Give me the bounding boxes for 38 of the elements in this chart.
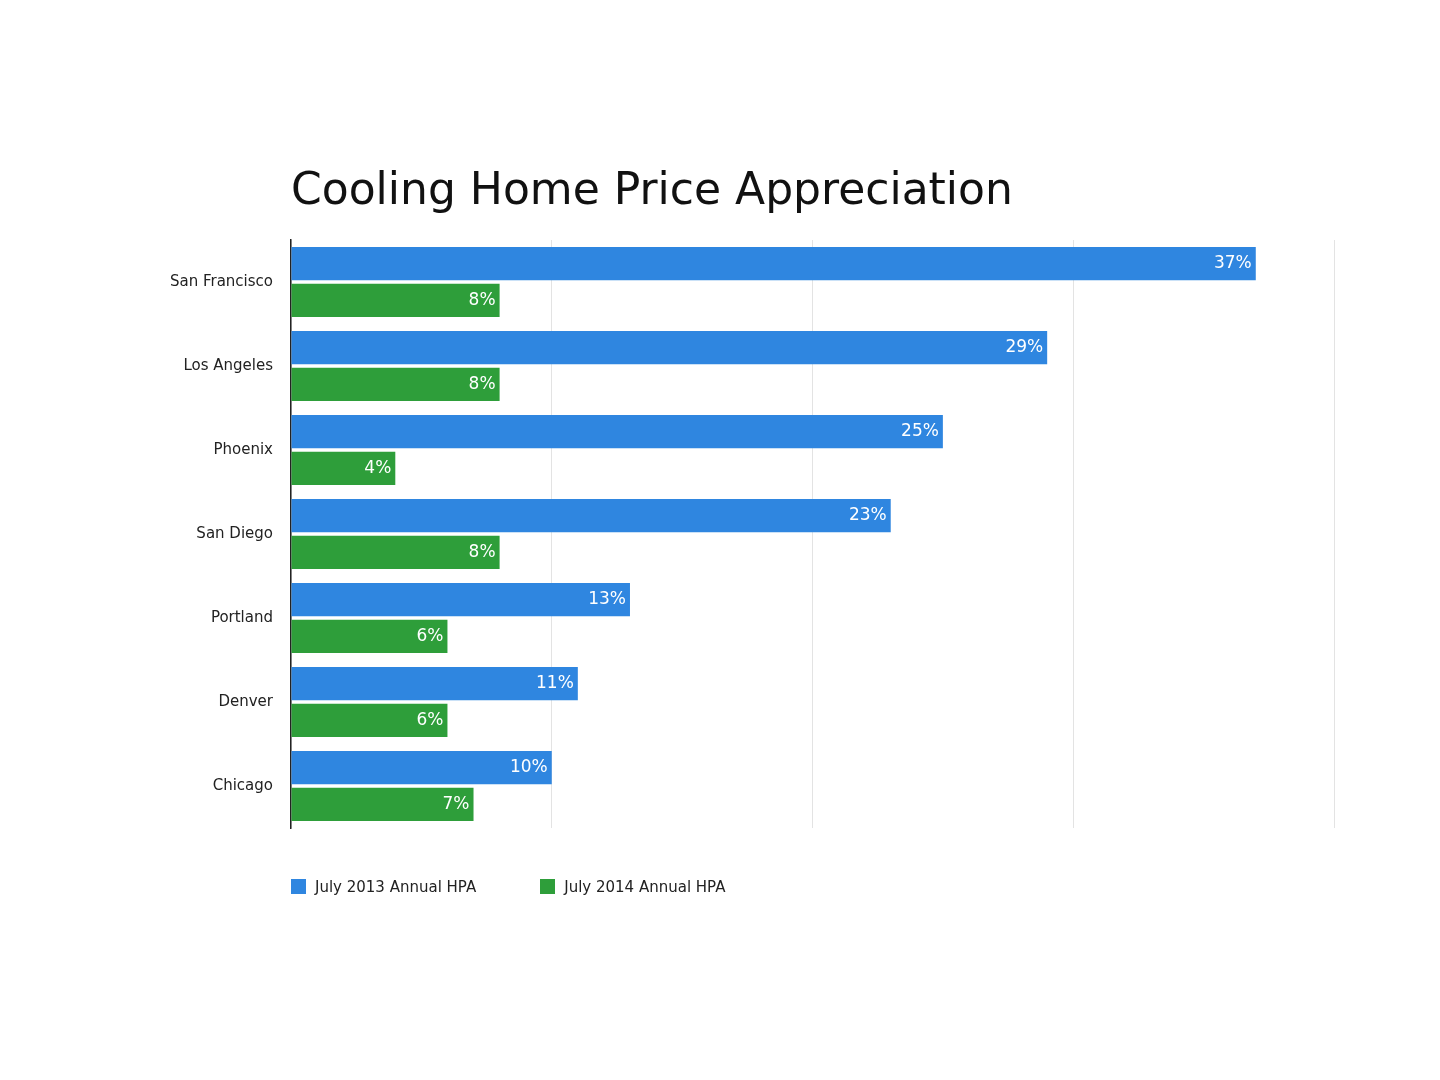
y-tick-label: San Diego <box>196 523 273 542</box>
bar <box>291 498 891 533</box>
bar <box>291 535 500 570</box>
chart-title: Cooling Home Price Appreciation <box>291 163 1013 214</box>
data-label: 7% <box>442 792 470 813</box>
data-label: 4% <box>364 456 392 477</box>
legend-label: July 2014 Annual HPA <box>564 878 726 896</box>
y-tick-label: Phoenix <box>213 439 274 458</box>
data-label: 8% <box>468 372 496 393</box>
bar <box>291 582 630 617</box>
data-label: 29% <box>1005 335 1044 356</box>
data-label: 11% <box>536 671 574 692</box>
bar <box>291 246 1256 281</box>
legend-label: July 2013 Annual HPA <box>315 878 477 896</box>
data-label: 6% <box>416 708 444 729</box>
data-label: 13% <box>588 587 626 608</box>
bar <box>291 283 500 318</box>
bar <box>291 414 943 449</box>
bar <box>291 666 578 701</box>
data-label: 6% <box>416 624 444 645</box>
data-label: 10% <box>509 755 548 776</box>
bar <box>291 330 1048 365</box>
data-label: 23% <box>848 503 887 524</box>
data-label: 25% <box>901 419 939 440</box>
y-tick-label: Denver <box>218 691 274 710</box>
y-tick-label: Los Angeles <box>183 355 274 374</box>
bar <box>291 619 448 654</box>
data-label: 37% <box>1213 251 1252 272</box>
y-tick-label: San Francisco <box>169 271 273 290</box>
bar <box>291 367 500 402</box>
data-label: 8% <box>468 540 496 561</box>
y-tick-label: Chicago <box>212 775 273 794</box>
bar <box>291 703 448 738</box>
y-tick-label: Portland <box>210 607 273 626</box>
bar <box>291 787 474 822</box>
data-label: 8% <box>468 288 496 309</box>
bar <box>291 451 396 486</box>
bar <box>291 750 552 785</box>
